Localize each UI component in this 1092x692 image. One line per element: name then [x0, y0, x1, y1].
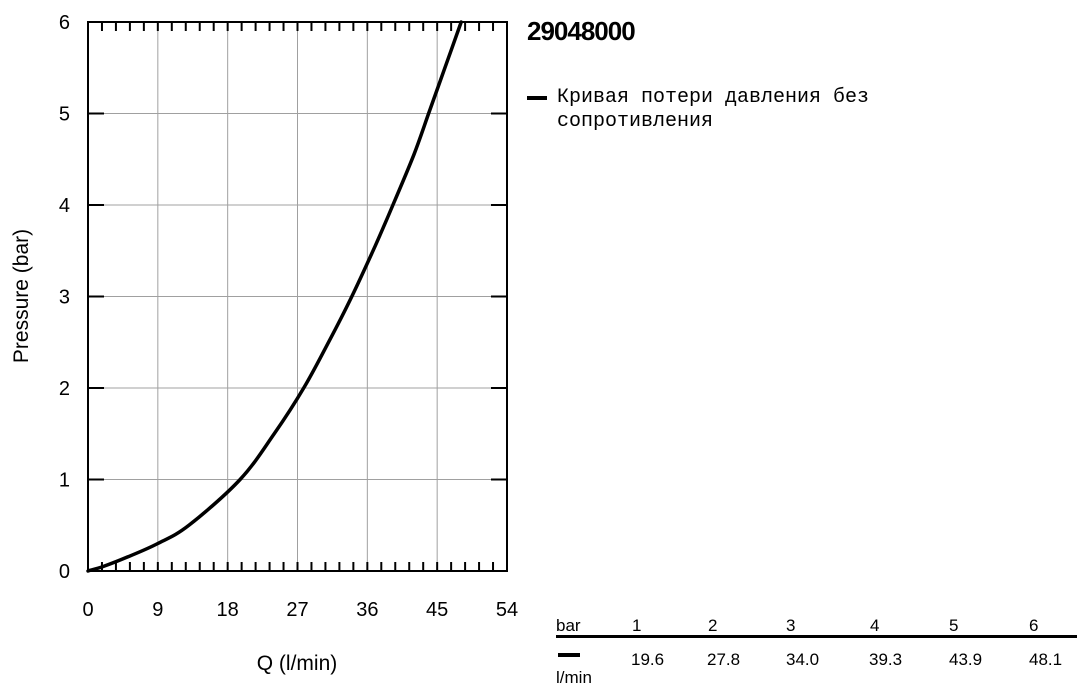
- table-lmin-3: 34.0: [786, 650, 820, 669]
- table-lmin-6: 48.1: [1029, 650, 1063, 669]
- table-lmin-5: 43.9: [949, 650, 983, 669]
- x-tick-label: 18: [217, 599, 239, 621]
- plot-frame: [87, 21, 508, 572]
- table-bar-6: 6: [1029, 616, 1039, 635]
- x-tick-label: 0: [82, 599, 93, 621]
- x-tick-label: 36: [356, 599, 378, 621]
- table-series-swatch: [558, 653, 580, 657]
- x-tick-label: 9: [152, 599, 163, 621]
- table-bar-1: 1: [632, 616, 642, 635]
- y-tick-label: 6: [59, 12, 70, 34]
- series-line-0: [86, 20, 463, 573]
- table-bar-5: 5: [949, 616, 959, 635]
- x-axis-label: Q (l/min): [257, 652, 338, 675]
- table-lmin-4: 39.3: [869, 650, 903, 669]
- x-tick-label: 27: [286, 599, 308, 621]
- y-tick-label: 1: [59, 470, 70, 492]
- y-tick-label: 5: [59, 104, 70, 126]
- y-axis-label: Pressure (bar): [10, 229, 33, 363]
- table-unit-label: l/min: [556, 668, 592, 687]
- table-lmin-2: 27.8: [707, 650, 741, 669]
- y-tick-label: 0: [59, 561, 70, 583]
- table-bar-2: 2: [708, 616, 718, 635]
- legend-label: Кривая потери давления без сопротивления: [557, 86, 870, 133]
- legend-swatch: [527, 96, 547, 100]
- pressure-flow-table: bar 1 2 3 4 5 6 19.6 27.8 34.0 39.3 43.9…: [556, 616, 1077, 692]
- y-tick-label: 2: [59, 378, 70, 400]
- x-tick-label: 45: [426, 599, 448, 621]
- x-tick-label: 54: [496, 599, 518, 621]
- table-rule: [556, 635, 1077, 638]
- table-bar-3: 3: [786, 616, 796, 635]
- chart-title: 29048000: [527, 16, 636, 46]
- table-bar-4: 4: [870, 616, 880, 635]
- y-tick-label: 3: [59, 287, 70, 309]
- y-tick-label: 4: [59, 195, 70, 217]
- table-lmin-1: 19.6: [631, 650, 665, 669]
- table-header-label: bar: [556, 616, 581, 635]
